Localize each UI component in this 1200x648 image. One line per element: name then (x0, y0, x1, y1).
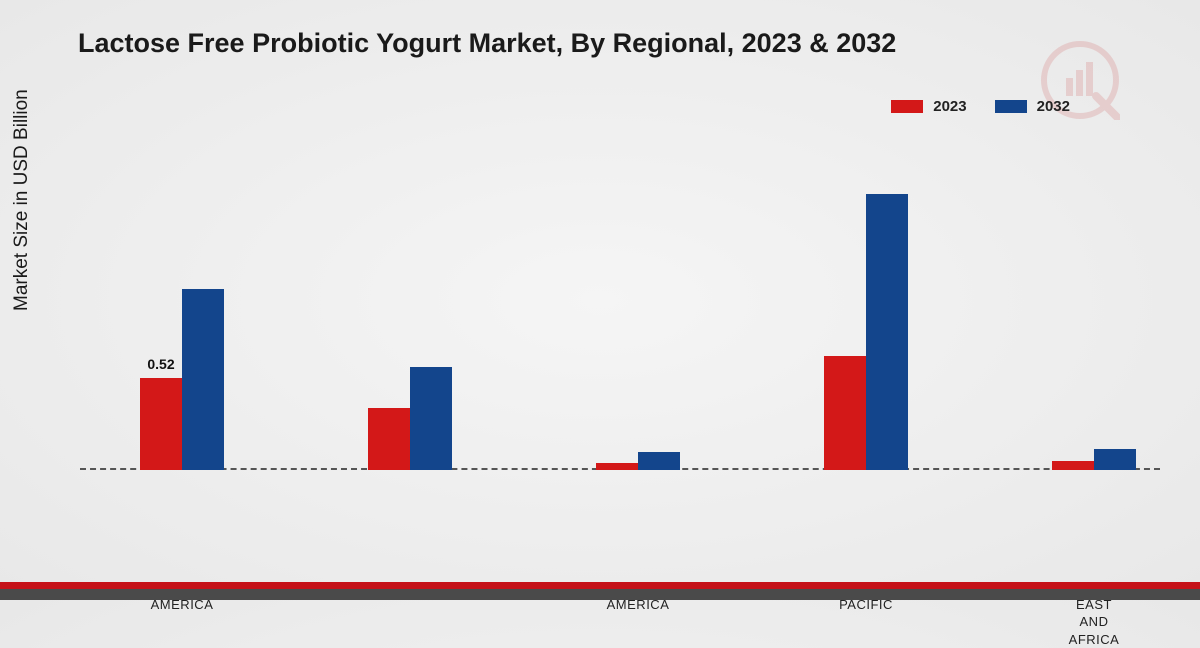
bar-value-label: 0.52 (147, 356, 174, 372)
bar-2032 (638, 452, 680, 470)
bar-2023 (824, 356, 866, 470)
legend-item-2032: 2032 (995, 98, 1070, 115)
legend-label-2032: 2032 (1037, 98, 1070, 115)
bar-2032 (866, 194, 908, 470)
footer-bar (0, 582, 1200, 600)
bar-group: 0.52NORTH AMERICA (140, 289, 224, 470)
bar-2023 (368, 408, 410, 470)
bar-2023: 0.52 (140, 378, 182, 470)
legend-label-2023: 2023 (933, 98, 966, 115)
footer-base (0, 589, 1200, 600)
y-axis-label: Market Size in USD Billion (11, 89, 33, 311)
bar-group: MIDDLE EAST AND AFRICA (1052, 449, 1136, 470)
bar-2023 (1052, 461, 1094, 470)
legend: 2023 2032 (891, 98, 1070, 115)
bar-2023 (596, 463, 638, 470)
chart-title: Lactose Free Probiotic Yogurt Market, By… (78, 28, 896, 59)
bar-group: SOUTH AMERICA (596, 452, 680, 470)
bar-2032 (182, 289, 224, 470)
bar-2032 (410, 367, 452, 470)
legend-swatch-2032 (995, 100, 1027, 113)
footer-accent (0, 582, 1200, 589)
legend-swatch-2023 (891, 100, 923, 113)
legend-item-2023: 2023 (891, 98, 966, 115)
bar-group: ASIA PACIFIC (824, 194, 908, 470)
bar-2032 (1094, 449, 1136, 470)
bar-group: EUROPE (368, 367, 452, 470)
plot-area: 0.52NORTH AMERICA EUROPE SOUTH AMERICA ASIA… (80, 150, 1160, 470)
